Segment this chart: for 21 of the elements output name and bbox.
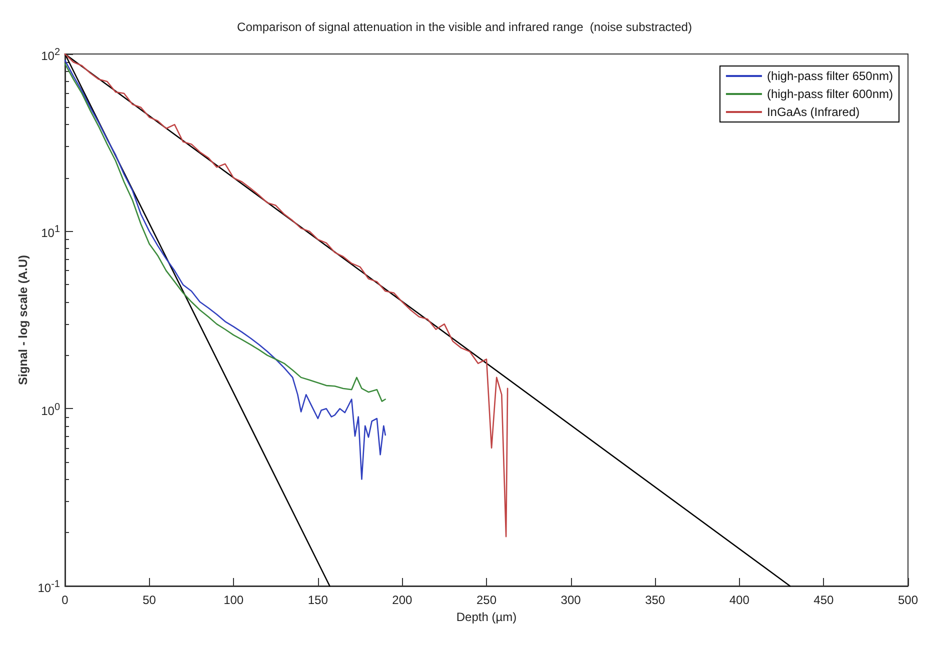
x-tick-label: 400	[729, 593, 750, 607]
x-tick-label: 500	[898, 593, 918, 607]
y-axis-title: Signal - log scale (A.U)	[16, 254, 30, 386]
y-tick-label: 10$^{0}$	[41, 400, 60, 419]
legend-label: (high-pass filter 650nm)	[766, 69, 894, 83]
x-axis-title: Depth (µm)	[456, 610, 517, 624]
legend-label: InGaAs (Infrared)	[766, 105, 860, 119]
x-tick-label: 200	[392, 593, 413, 607]
x-tick-label: 300	[560, 593, 582, 607]
y-tick-label: 10$^{1}$	[41, 223, 60, 242]
y-tick-label: 10$^{-1}$	[38, 578, 60, 596]
x-tick-label: 150	[308, 593, 328, 607]
x-tick-label: 50	[142, 593, 156, 607]
y-tick-label: 10$^{2}$	[41, 46, 60, 64]
x-tick-label: 450	[814, 593, 834, 607]
x-tick-label: 350	[645, 593, 666, 607]
legend-label: (high-pass filter 600nm)	[766, 87, 894, 101]
chart-title: Comparison of signal attenuation in the visible and infrared range (noise substracted)	[237, 20, 692, 34]
x-tick-label: 0	[62, 593, 69, 607]
x-tick-label: 250	[476, 593, 497, 607]
x-tick-label: 100	[224, 593, 244, 607]
